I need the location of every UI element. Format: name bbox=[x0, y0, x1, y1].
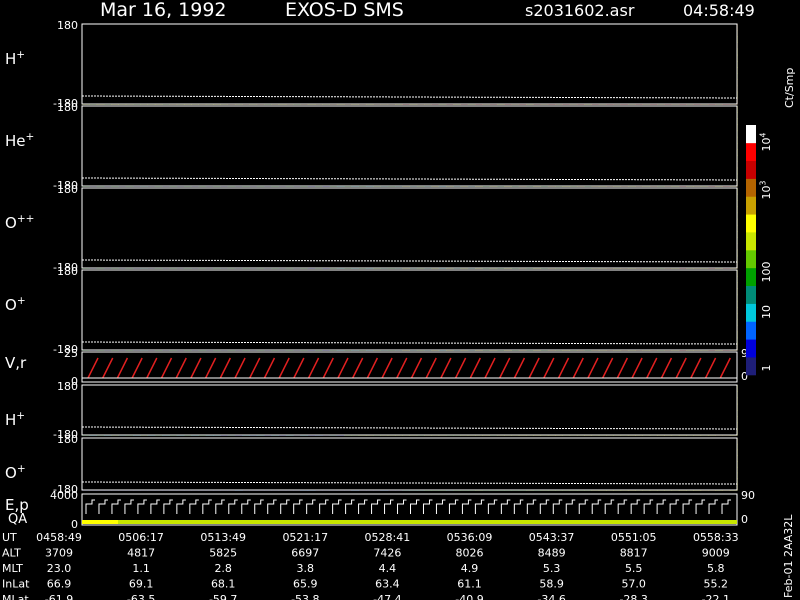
date: Mar 16, 1992 bbox=[100, 0, 227, 21]
footer-id: Feb-01 2AA32L bbox=[782, 514, 795, 598]
colorbar-unit: Ct/Smp bbox=[783, 68, 796, 108]
instrument: EXOS-D SMS bbox=[285, 0, 404, 21]
time: 04:58:49 bbox=[683, 1, 755, 20]
file-name: s2031602.asr bbox=[525, 1, 635, 20]
